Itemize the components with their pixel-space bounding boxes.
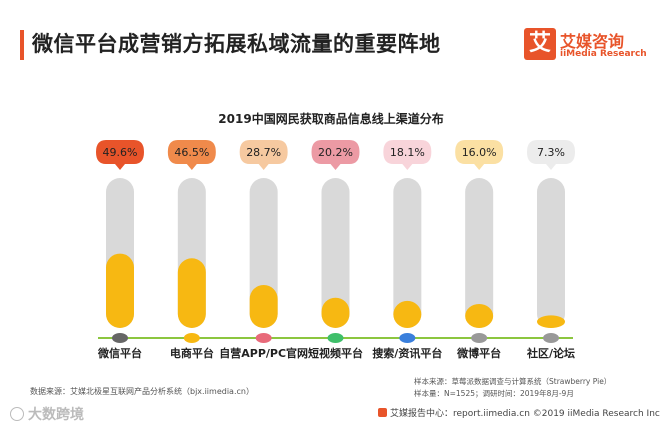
bar [321, 297, 350, 328]
bar-track [537, 178, 565, 328]
data-source: 数据来源：艾媒北极星互联网产品分析系统（bjx.iimedia.cn） [30, 387, 254, 396]
value-bubble [383, 140, 432, 170]
data-label: 7.3% [537, 146, 565, 159]
category-label: 短视频平台 [308, 346, 363, 360]
value-bubble [167, 140, 216, 170]
data-label: 16.0% [462, 146, 497, 159]
category-dot [255, 333, 272, 343]
value-bubble [455, 140, 504, 170]
logo-name-cn: 艾媒咨询 [560, 32, 625, 51]
bar-track [393, 178, 422, 328]
value-bubble [527, 140, 575, 170]
chart-title: 2019中国网民获取商品信息线上渠道分布 [218, 112, 444, 126]
sample-info: 样本量：N=1525；调研时间：2019年8月-9月 [414, 389, 574, 398]
logo-name-en: iiMedia Research [560, 49, 647, 59]
sample-notes: 样本来源：草莓派数据调查与计算系统（Strawberry Pie） 样本量：N=… [414, 376, 611, 400]
bar-track [321, 178, 350, 328]
category-dot [112, 333, 128, 343]
bar [393, 300, 422, 328]
category-dot [183, 333, 200, 343]
title-accent-bar [20, 30, 24, 60]
bar [106, 253, 134, 328]
bar [177, 258, 206, 328]
data-label: 49.6% [103, 146, 138, 159]
page-title: 微信平台成营销方拓展私域流量的重要阵地 [32, 32, 441, 56]
category-dot [543, 333, 559, 343]
data-label: 46.5% [174, 146, 209, 159]
value-bubble [311, 140, 360, 170]
value-bubble [96, 140, 144, 170]
watermark: 大数跨境 [10, 404, 84, 424]
brand-logo: 艾 艾媒咨询 iiMedia Research [524, 28, 647, 62]
bar-track [465, 178, 494, 328]
sample-source: 样本来源：草莓派数据调查与计算系统（Strawberry Pie） [414, 377, 612, 386]
watermark-text: 大数跨境 [28, 407, 84, 423]
category-label: 搜索/资讯平台 [372, 346, 442, 360]
data-label: 20.2% [318, 146, 353, 159]
category-label: 电商平台 [170, 346, 214, 360]
copyright-line: 艾媒报告中心：report.iimedia.cn ©2019 iiMedia R… [378, 406, 660, 419]
copyright-text: 艾媒报告中心：report.iimedia.cn ©2019 iiMedia R… [390, 409, 660, 419]
category-label: 社区/论坛 [526, 346, 575, 360]
category-dot [471, 333, 488, 343]
category-dot [399, 333, 416, 343]
category-label: 微博平台 [456, 346, 501, 360]
copyright-logo-icon [378, 408, 387, 417]
category-dot [327, 333, 344, 343]
logo-icon: 艾 [524, 28, 556, 60]
category-label: 微信平台 [97, 346, 142, 360]
watermark-icon [10, 407, 24, 421]
bar [537, 315, 565, 328]
bar [249, 284, 278, 328]
category-label: 自营APP/PC官网 [219, 346, 308, 360]
bar [465, 304, 494, 328]
data-label: 18.1% [390, 146, 425, 159]
data-label: 28.7% [246, 146, 281, 159]
value-bubble [239, 140, 288, 170]
